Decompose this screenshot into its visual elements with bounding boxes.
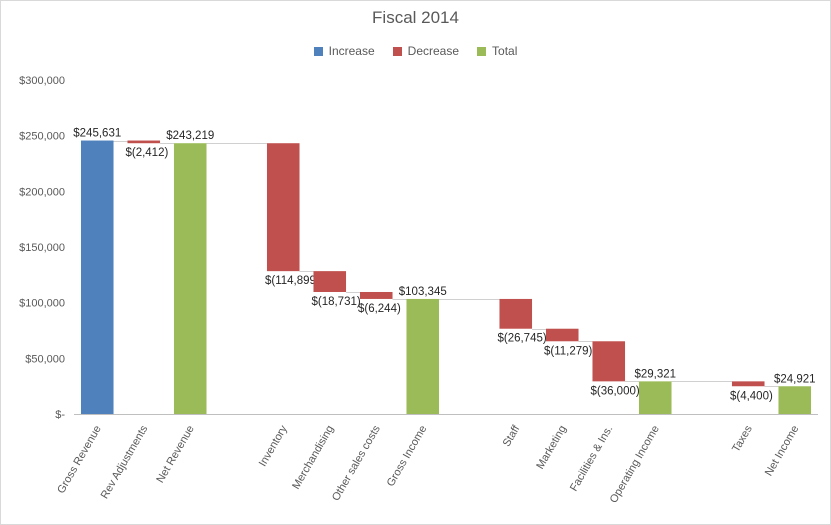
y-tick-label: $150,000 xyxy=(19,242,65,254)
bar-taxes xyxy=(731,381,765,387)
legend-item-total: Total xyxy=(477,44,517,58)
x-tick-label: Gross Revenue xyxy=(55,424,104,496)
x-tick-label: Inventory xyxy=(257,423,290,469)
x-tick-label: Operating Income xyxy=(608,424,662,506)
bar-net-income xyxy=(778,386,812,414)
x-tick-label: Merchandising xyxy=(290,424,336,492)
bar-inventory xyxy=(266,143,300,272)
bar-gross-income xyxy=(406,298,440,414)
x-tick-label: Taxes xyxy=(730,423,755,454)
legend-swatch-total xyxy=(477,46,487,56)
bar-operating-income xyxy=(638,381,672,414)
data-label: $243,219 xyxy=(166,130,214,142)
y-tick-label: $300,000 xyxy=(19,75,65,87)
bar-marketing xyxy=(545,328,579,342)
x-tick-label: Facilities & Ins. xyxy=(568,424,615,494)
x-tick-label: Gross Income xyxy=(385,424,430,489)
x-tick-label: Other sales costs xyxy=(330,423,383,503)
data-label: $(2,412) xyxy=(125,147,168,159)
y-tick-label: $- xyxy=(55,409,65,421)
legend-swatch-decrease xyxy=(392,46,402,56)
data-label: $245,631 xyxy=(73,128,121,140)
data-label: $(11,279) xyxy=(544,345,593,357)
data-label: $(36,000) xyxy=(590,385,639,397)
bar-facilities-ins xyxy=(592,341,626,382)
data-label: $29,321 xyxy=(634,368,676,380)
x-tick-label: Marketing xyxy=(534,424,569,472)
bar-net-revenue xyxy=(173,143,207,414)
legend-label-total: Total xyxy=(492,44,518,58)
legend-item-increase: Increase xyxy=(313,44,375,58)
x-tick-label: Net Income xyxy=(763,424,802,479)
data-label: $(6,244) xyxy=(358,303,401,315)
chart-legend: Increase Decrease Total xyxy=(0,44,831,58)
y-tick-label: $200,000 xyxy=(19,186,65,198)
x-tick-label: Rev Adjustments xyxy=(99,423,151,501)
bar-staff xyxy=(499,298,533,329)
data-label: $24,921 xyxy=(774,373,816,385)
data-label: $(4,400) xyxy=(730,390,773,402)
data-label: $103,345 xyxy=(399,286,447,298)
legend-item-decrease: Decrease xyxy=(392,44,460,58)
x-tick-label: Staff xyxy=(501,423,523,449)
legend-label-increase: Increase xyxy=(328,44,375,58)
data-label: $(18,731) xyxy=(311,296,360,308)
data-label: $(26,745) xyxy=(497,333,546,345)
bar-merchandising xyxy=(313,271,347,292)
chart-title: Fiscal 2014 xyxy=(372,8,459,27)
data-label: $(114,899) xyxy=(265,275,320,287)
x-tick-label: Net Revenue xyxy=(154,424,197,486)
y-tick-label: $50,000 xyxy=(25,353,65,365)
legend-swatch-increase xyxy=(313,46,323,56)
bar-rev-adjustments xyxy=(127,140,161,144)
legend-label-decrease: Decrease xyxy=(407,44,460,58)
bar-other-sales-costs xyxy=(359,291,393,299)
y-tick-label: $100,000 xyxy=(19,298,65,310)
bar-gross-revenue xyxy=(80,140,114,414)
y-tick-label: $250,000 xyxy=(19,131,65,143)
